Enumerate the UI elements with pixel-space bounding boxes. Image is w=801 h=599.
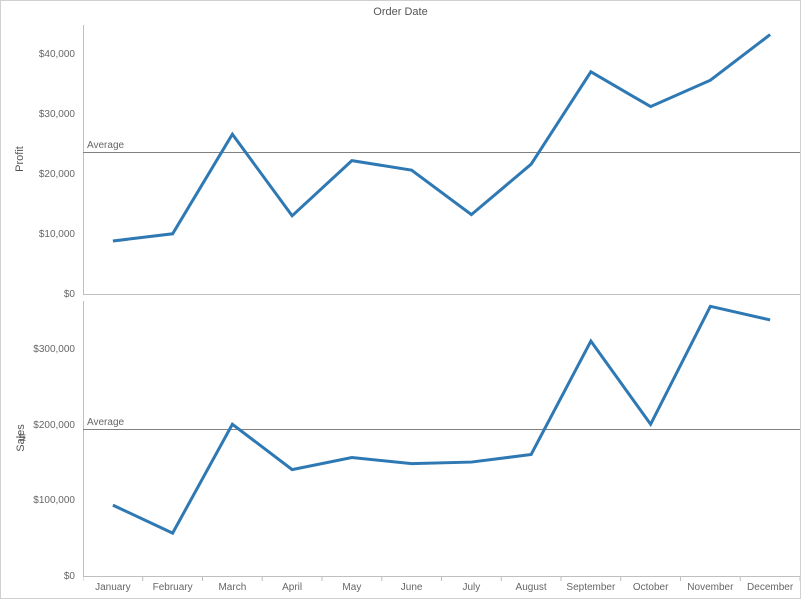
y-tick-label: $0 <box>64 289 75 300</box>
data-line-sales <box>113 306 770 533</box>
x-tick-label: August <box>501 582 561 593</box>
x-tick-label: March <box>203 582 263 593</box>
y-tick-label: $40,000 <box>39 49 75 60</box>
y-tick-label: $100,000 <box>33 495 75 506</box>
chart-panel-profit <box>83 25 800 295</box>
chart-panel-sales <box>83 301 800 577</box>
x-tick-label: September <box>561 582 621 593</box>
x-tick-label: October <box>621 582 681 593</box>
x-tick-label: July <box>442 582 502 593</box>
y-tick-label: $200,000 <box>33 420 75 431</box>
y-tick-label: $10,000 <box>39 229 75 240</box>
y-axis-label: Profit <box>14 146 26 172</box>
x-tick-label: May <box>322 582 382 593</box>
x-tick-label: December <box>740 582 800 593</box>
chart-title: Order Date <box>373 6 427 18</box>
y-tick-label: $0 <box>64 571 75 582</box>
x-tick-label: November <box>681 582 741 593</box>
chart-container: Order Date Profit $0 $10,000 $20,000 $30,000 $… <box>0 0 801 599</box>
y-tick-label: $300,000 <box>33 344 75 355</box>
sort-icon: I⇵ <box>18 433 29 441</box>
x-tick-label: June <box>382 582 442 593</box>
y-tick-label: $30,000 <box>39 109 75 120</box>
x-tick-label: April <box>262 582 322 593</box>
x-tick-label: February <box>143 582 203 593</box>
x-tick-label: January <box>83 582 143 593</box>
y-tick-label: $20,000 <box>39 169 75 180</box>
data-line-profit <box>113 35 770 241</box>
